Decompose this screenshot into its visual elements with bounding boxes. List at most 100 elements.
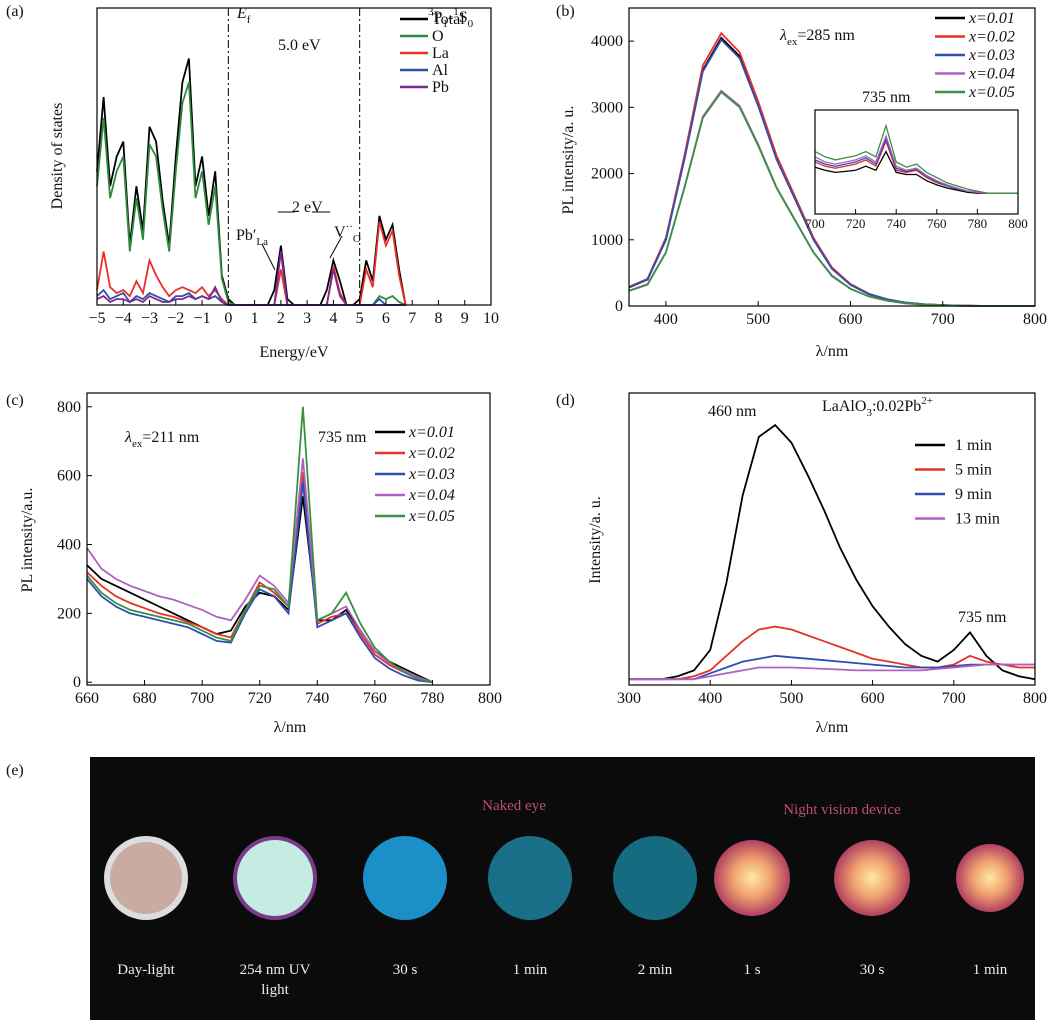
annotation-part: λ bbox=[124, 429, 132, 446]
x-tick-label: 7 bbox=[408, 310, 416, 327]
legend-label: x=0.05 bbox=[408, 508, 455, 525]
annotation-part: =285 nm bbox=[797, 27, 855, 44]
x-tick-label: 760 bbox=[363, 690, 387, 707]
annotation: Pb′La bbox=[236, 227, 268, 248]
x-tick-label: 6 bbox=[382, 310, 390, 327]
legend-label: O bbox=[432, 28, 444, 45]
x-tick-label: 300 bbox=[617, 690, 641, 707]
panel-label: (d) bbox=[556, 392, 575, 409]
legend-label: x=0.03 bbox=[408, 466, 455, 483]
sample bbox=[834, 840, 910, 916]
x-axis-title: λ/nm bbox=[816, 719, 849, 736]
x-tick-label: 700 bbox=[942, 690, 966, 707]
group-label: Naked eye bbox=[482, 798, 546, 814]
x-tick-label: 740 bbox=[886, 216, 906, 231]
x-tick-label: 400 bbox=[698, 690, 722, 707]
y-tick-label: 0 bbox=[73, 674, 81, 691]
x-tick-label: 500 bbox=[779, 690, 803, 707]
annotation-arrow bbox=[262, 244, 275, 270]
x-axis-title: λ/nm bbox=[816, 343, 849, 360]
series-line bbox=[87, 458, 432, 682]
annotation-part: ex bbox=[787, 36, 798, 48]
sample-label: 1 min bbox=[935, 960, 1045, 980]
legend-label: x=0.02 bbox=[408, 445, 455, 462]
annotation: λex=211 nm bbox=[124, 429, 200, 450]
y-axis-title: PL intensity/a. u. bbox=[560, 106, 577, 215]
x-tick-label: 8 bbox=[434, 310, 442, 327]
y-axis-title: PL intensity/a.u. bbox=[19, 488, 36, 593]
annotation-part: O bbox=[353, 233, 361, 245]
annotation-part: 735 nm bbox=[958, 609, 1007, 626]
x-tick-label: −2 bbox=[167, 310, 184, 327]
x-tick-label: 680 bbox=[133, 690, 157, 707]
annotation-part: λ bbox=[779, 27, 787, 44]
sample-label: 1 s bbox=[697, 960, 807, 980]
sample bbox=[714, 840, 790, 916]
y-tick-label: 800 bbox=[57, 399, 81, 416]
x-tick-label: −3 bbox=[141, 310, 158, 327]
legend-label: 13 min bbox=[955, 511, 1000, 528]
x-tick-label: 720 bbox=[846, 216, 866, 231]
x-tick-label: 700 bbox=[931, 311, 955, 328]
annotation-part: f bbox=[247, 14, 251, 26]
annotation: LaAlO3:0.02Pb2+ bbox=[822, 395, 933, 419]
x-tick-label: 10 bbox=[483, 310, 499, 327]
annotation-part: ex bbox=[132, 438, 143, 450]
y-tick-label: 400 bbox=[57, 537, 81, 554]
x-tick-label: 9 bbox=[461, 310, 469, 327]
y-tick-label: 3000 bbox=[591, 99, 623, 116]
annotation-part: 735 nm bbox=[862, 89, 911, 106]
legend-label: 9 min bbox=[955, 486, 992, 503]
y-tick-label: 0 bbox=[615, 298, 623, 315]
annotation-part: 2+ bbox=[921, 395, 933, 407]
x-tick-label: 740 bbox=[305, 690, 329, 707]
x-tick-label: 700 bbox=[190, 690, 214, 707]
x-tick-label: 800 bbox=[478, 690, 502, 707]
x-tick-label: 400 bbox=[654, 311, 678, 328]
sample-label: 30 s bbox=[350, 960, 460, 980]
annotation-part: Pb′ bbox=[236, 227, 256, 244]
x-tick-label: 780 bbox=[420, 690, 444, 707]
sample bbox=[488, 836, 572, 920]
panel-label: (e) bbox=[6, 762, 24, 779]
annotation-part: :0.02Pb bbox=[872, 398, 921, 415]
annotation-part: ·· bbox=[346, 221, 353, 233]
y-axis-title: Intensity/a. u. bbox=[587, 496, 604, 584]
x-tick-label: 780 bbox=[968, 216, 988, 231]
sample-label: 254 nm UV light bbox=[225, 960, 325, 1000]
figure: (e) Naked eye Night vision device −5−4−3… bbox=[0, 0, 1052, 1026]
annotation-part: =211 nm bbox=[142, 429, 199, 446]
annotation: 2 eV bbox=[292, 199, 323, 216]
x-tick-label: 3 bbox=[303, 310, 311, 327]
legend-label: x=0.04 bbox=[408, 487, 455, 504]
series-line bbox=[629, 656, 1035, 679]
group-label: Night vision device bbox=[783, 802, 901, 818]
annotation-part: P bbox=[434, 9, 443, 26]
annotation: 5.0 eV bbox=[278, 37, 321, 54]
x-tick-label: 720 bbox=[248, 690, 272, 707]
x-tick-label: 800 bbox=[1023, 311, 1047, 328]
annotation-part: 0 bbox=[468, 18, 474, 30]
annotation-part: 460 nm bbox=[708, 403, 757, 420]
legend-label: Pb bbox=[432, 79, 449, 96]
y-axis-title: Density of states bbox=[49, 103, 66, 210]
chart: (e) Naked eye Night vision device −5−4−3… bbox=[0, 0, 1052, 1026]
annotation-part: LaAlO bbox=[822, 398, 866, 415]
x-tick-label: 4 bbox=[329, 310, 337, 327]
legend-label: x=0.01 bbox=[408, 424, 455, 441]
annotation: V··O bbox=[334, 221, 361, 245]
x-tick-label: −5 bbox=[88, 310, 105, 327]
sample-label: 2 min bbox=[600, 960, 710, 980]
sample bbox=[613, 836, 697, 920]
annotation-part: 2 eV bbox=[292, 199, 323, 216]
x-tick-label: 2 bbox=[277, 310, 285, 327]
legend-label: x=0.04 bbox=[968, 66, 1015, 83]
legend-label: 5 min bbox=[955, 462, 992, 479]
annotation-part: E bbox=[236, 5, 247, 22]
panel-label: (b) bbox=[556, 3, 575, 20]
annotation-part: 735 nm bbox=[318, 429, 367, 446]
y-tick-label: 200 bbox=[57, 605, 81, 622]
sample-label: Day-light bbox=[91, 960, 201, 980]
sample bbox=[363, 836, 447, 920]
x-tick-label: 0 bbox=[224, 310, 232, 327]
